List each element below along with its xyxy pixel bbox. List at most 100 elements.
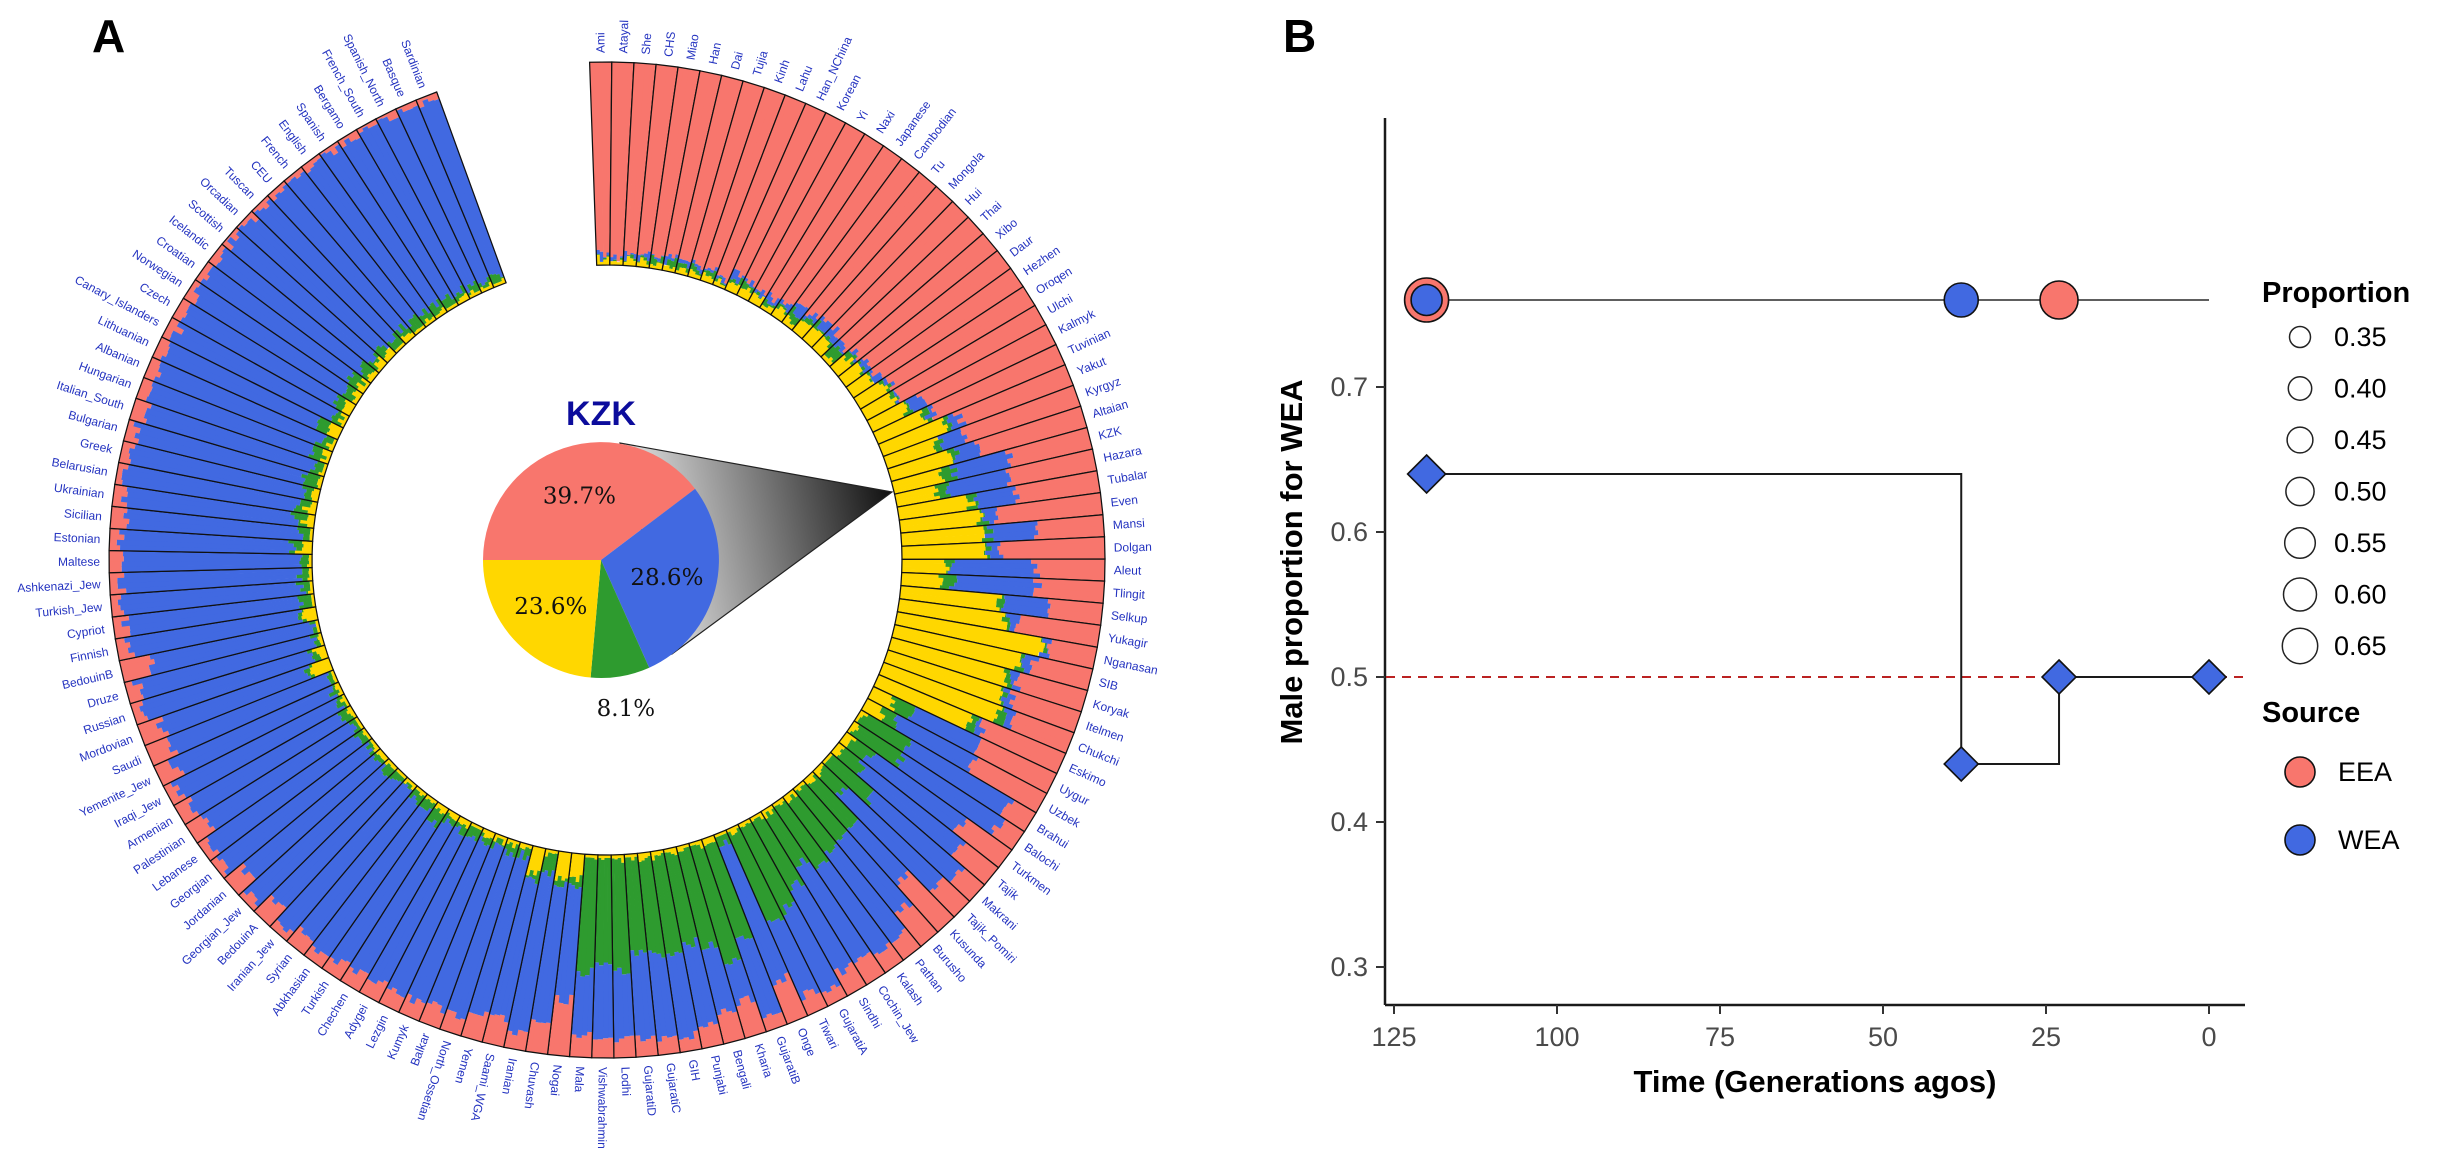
ring-bar-segment — [843, 353, 854, 363]
ring-bar-segment — [418, 315, 427, 325]
ring-bar-segment — [876, 677, 974, 724]
ring-bar-segment — [886, 291, 1030, 385]
legend-size-circle — [2285, 476, 2315, 507]
ring-bar-segment — [899, 909, 930, 944]
ring-bar-segment — [444, 293, 455, 306]
ring-bar-segment — [720, 834, 727, 841]
ring-bar-segment — [857, 728, 906, 763]
ring-bar-segment — [903, 759, 1004, 830]
ring-bar-segment — [752, 120, 847, 289]
ring-bar-segment — [735, 1005, 751, 1039]
ring-bar-segment — [380, 344, 388, 352]
ring-bar-segment — [187, 817, 210, 834]
population-wedge: Cypriot — [66, 593, 317, 641]
ring-bar-segment — [941, 439, 966, 452]
population-label: Estonian — [53, 530, 100, 546]
ring-bar-segment — [132, 403, 148, 413]
ring-bar-segment — [1011, 715, 1073, 744]
population-wedge: Dolgan — [901, 536, 1152, 561]
ring-bar-segment — [866, 259, 1008, 367]
ring-bar-segment — [795, 795, 837, 846]
ring-bar-segment — [899, 598, 1006, 618]
ring-bar-segment — [505, 841, 514, 857]
ring-bar-segment — [768, 304, 773, 308]
ring-bar-segment — [766, 806, 774, 816]
ring-bar-segment — [901, 534, 985, 544]
ring-bar-segment — [939, 876, 970, 906]
ring-bar-segment — [731, 957, 749, 997]
ring-bar-segment — [968, 768, 1039, 814]
ring-bar-segment — [316, 636, 319, 641]
ring-bar-segment — [368, 980, 383, 1000]
ring-bar-segment — [815, 867, 878, 956]
x-tick-label: 125 — [1371, 1022, 1416, 1052]
ring-bar-segment — [302, 536, 310, 542]
ring-bar-segment — [896, 611, 1042, 643]
ring-bar-segment — [629, 258, 634, 267]
ring-bar-segment — [680, 259, 686, 264]
ring-bar-segment — [630, 63, 652, 254]
ring-bar-segment — [823, 190, 945, 323]
ring-bar-segment — [188, 302, 339, 397]
population-wedge: Scottish — [185, 197, 389, 374]
ring-bar-segment — [626, 254, 631, 256]
ring-bar-segment — [895, 488, 939, 501]
population-wedge: GujaratiB — [700, 834, 803, 1086]
ring-bar-segment — [724, 282, 732, 291]
ring-bar-segment — [664, 70, 706, 257]
ring-bar-segment — [893, 392, 898, 398]
ring-bar-segment — [331, 418, 343, 427]
ring-bar-segment — [276, 782, 405, 923]
ring-bar-segment — [394, 329, 403, 338]
ring-bar-segment — [134, 443, 303, 489]
ring-bar-segment — [971, 719, 977, 726]
ring-bar-segment — [634, 955, 646, 1042]
y-tick-label: 0.6 — [1330, 517, 1368, 547]
ring-bar-segment — [823, 850, 896, 945]
ring-bar-segment — [1019, 687, 1083, 713]
ring-bar-segment — [303, 533, 310, 538]
ring-bar-segment — [616, 62, 629, 262]
ring-bar-segment — [926, 339, 1057, 407]
ring-bar-segment — [757, 290, 762, 294]
ring-bar-segment — [385, 111, 395, 122]
ring-bar-segment — [227, 870, 245, 887]
ring-bar-segment — [299, 560, 309, 565]
ring-bar-segment — [642, 952, 657, 1036]
ring-bar-segment — [326, 434, 335, 442]
ring-bar-segment — [1040, 637, 1043, 643]
ring-bar-segment — [871, 686, 893, 699]
ring-bar-segment — [176, 803, 191, 816]
ring-bar-segment — [616, 262, 621, 266]
ring-bar-segment — [983, 550, 986, 556]
population-wedge: Belarusian — [51, 455, 319, 516]
ring-bar-segment — [946, 472, 1010, 491]
ring-bar-segment — [839, 837, 905, 914]
ring-bar-segment — [176, 320, 340, 414]
ring-bar-segment — [541, 1022, 552, 1055]
ring-bar-segment — [110, 522, 127, 530]
ring-bar-segment — [999, 607, 1002, 613]
ring-bar-segment — [413, 790, 421, 797]
population-label: Sindhi — [856, 995, 885, 1031]
ring-bar-segment — [238, 224, 378, 352]
population-label: Lezgin — [363, 1013, 391, 1051]
population-label: Bulgarian — [67, 408, 120, 435]
y-axis-title: Male proportion for WEA — [1274, 379, 1309, 744]
ring-bar-segment — [995, 709, 1008, 718]
ring-bar-segment — [433, 812, 446, 829]
ring-bar-segment — [425, 807, 437, 821]
ring-bar-segment — [134, 432, 306, 482]
ring-bar-segment — [209, 738, 363, 852]
ring-bar-segment — [614, 854, 618, 860]
ring-bar-segment — [471, 284, 478, 293]
ring-bar-segment — [868, 374, 872, 379]
ring-bar-segment — [361, 737, 370, 745]
ring-bar-segment — [672, 257, 679, 268]
ring-bar-segment — [347, 380, 359, 390]
ring-bar-segment — [749, 287, 756, 295]
population-wedge: Spanish — [293, 100, 449, 321]
ring-bar-segment — [855, 242, 995, 357]
